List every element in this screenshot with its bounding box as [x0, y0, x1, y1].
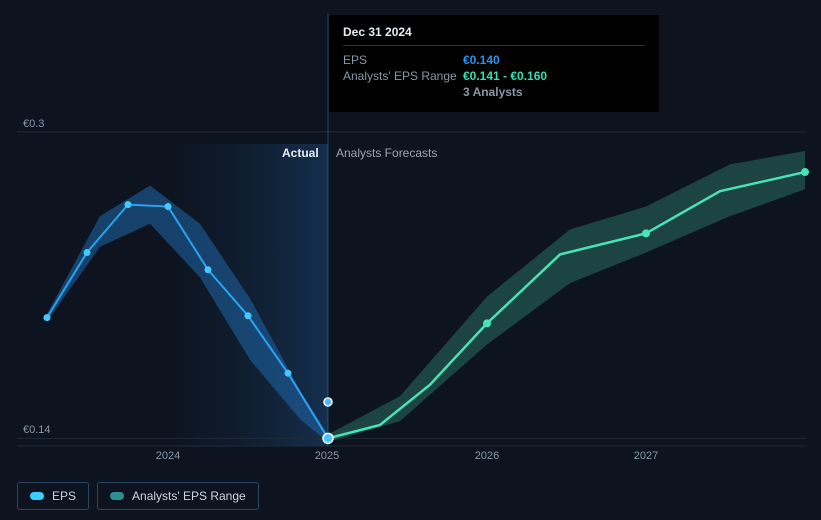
legend-swatch-icon	[30, 492, 44, 500]
section-label-forecast: Analysts Forecasts	[336, 146, 437, 160]
tooltip-row-label: EPS	[343, 52, 463, 68]
x-axis-tick-label: 2025	[315, 450, 339, 462]
eps-forecast-chart: Dec 31 2024 EPS€0.140Analysts' EPS Range…	[0, 0, 821, 520]
x-axis-tick-label: 2024	[156, 450, 180, 462]
x-axis-tick-label: 2027	[634, 450, 658, 462]
tooltip-row-value: €0.140	[463, 52, 645, 68]
y-axis-tick-label: €0.3	[23, 118, 44, 130]
y-axis-tick-label: €0.14	[23, 424, 51, 436]
x-axis-tick-label: 2026	[475, 450, 499, 462]
legend-item[interactable]: EPS	[17, 482, 89, 510]
legend-label: EPS	[52, 489, 76, 503]
legend-swatch-icon	[110, 492, 124, 500]
tooltip-row-label	[343, 84, 463, 100]
tooltip-row-label: Analysts' EPS Range	[343, 68, 463, 84]
chart-legend: EPS Analysts' EPS Range	[17, 482, 259, 510]
tooltip-row-value: 3 Analysts	[463, 84, 645, 100]
section-label-actual: Actual	[282, 146, 319, 160]
datapoint-tooltip: Dec 31 2024 EPS€0.140Analysts' EPS Range…	[329, 15, 659, 112]
tooltip-row-value: €0.141 - €0.160	[463, 68, 645, 84]
tooltip-table: EPS€0.140Analysts' EPS Range€0.141 - €0.…	[343, 52, 645, 100]
legend-item[interactable]: Analysts' EPS Range	[97, 482, 259, 510]
legend-label: Analysts' EPS Range	[132, 489, 246, 503]
tooltip-separator	[343, 45, 645, 46]
tooltip-date: Dec 31 2024	[343, 25, 645, 39]
